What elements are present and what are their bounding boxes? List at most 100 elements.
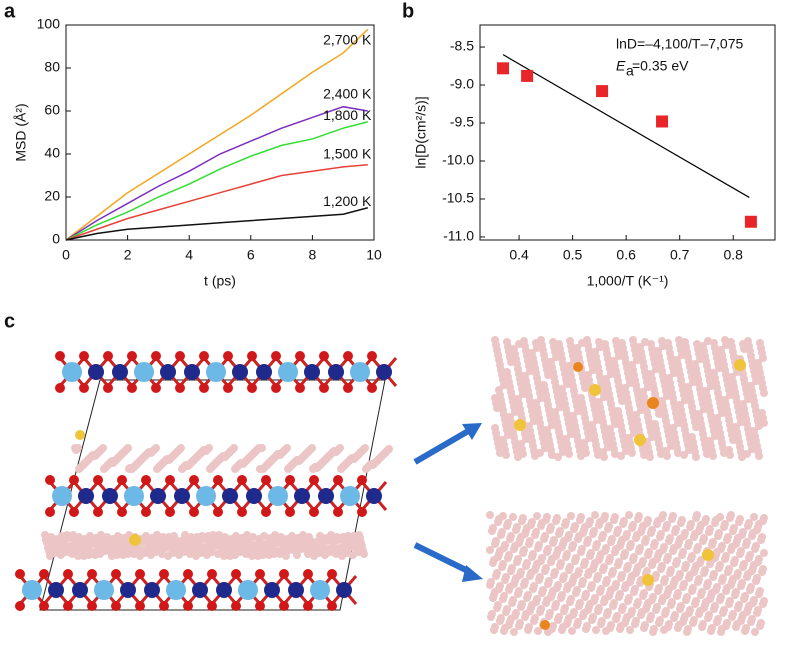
diffusion-trace: [580, 561, 588, 569]
diffusion-trace: [489, 559, 497, 567]
diffusion-trace: [692, 423, 700, 431]
diffusion-trace: [161, 541, 169, 549]
atom: [268, 486, 288, 506]
diffusion-trace: [665, 537, 673, 545]
oxygen-atom: [213, 507, 223, 517]
diffusion-trace: [582, 625, 590, 633]
diffusion-trace: [689, 378, 697, 386]
diffusion-trace: [511, 408, 519, 416]
diffusion-trace: [548, 625, 556, 633]
diffusion-trace: [668, 515, 676, 523]
atom: [124, 486, 144, 506]
diffusion-trace: [755, 452, 763, 460]
diffusion-trace: [733, 572, 741, 580]
diffusion-trace: [150, 542, 158, 550]
diffusion-trace: [595, 521, 603, 529]
diffusion-trace: [568, 544, 576, 552]
diffusion-trace: [603, 611, 611, 619]
diffusion-trace: [589, 366, 597, 374]
diffusion-trace: [674, 541, 682, 549]
diffusion-trace: [634, 515, 642, 523]
diffusion-trace: [614, 561, 622, 569]
diffusion-trace: [738, 531, 746, 539]
diffusion-trace: [202, 447, 210, 455]
diffusion-trace: [574, 407, 582, 415]
diffusion-trace: [510, 580, 518, 588]
diffusion-trace: [165, 456, 173, 464]
diffusion-trace: [629, 556, 637, 564]
x-tick-label: 2: [124, 247, 132, 263]
diffusion-trace: [746, 586, 754, 594]
diffusion-trace: [526, 607, 534, 615]
diffusion-trace: [748, 567, 756, 575]
oxygen-atom: [103, 351, 113, 361]
diffusion-trace: [527, 521, 535, 529]
diffusion-trace: [596, 343, 604, 351]
diffusion-trace: [111, 543, 119, 551]
diffusion-trace: [759, 354, 767, 362]
diffusion-trace: [695, 610, 703, 618]
diffusion-trace: [738, 453, 746, 461]
diffusion-trace: [192, 552, 200, 560]
oxygen-atom: [271, 351, 281, 361]
atom: [376, 364, 392, 380]
diffusion-trace: [59, 537, 67, 545]
x-tick-label: 8: [309, 247, 317, 263]
ion: [589, 384, 601, 396]
oxygen-atom: [55, 351, 65, 361]
panel-label: a: [4, 0, 16, 22]
diffusion-trace: [635, 547, 643, 555]
atom: [238, 580, 258, 600]
diffusion-trace: [624, 597, 632, 605]
diffusion-trace: [698, 623, 706, 631]
diffusion-trace: [729, 436, 737, 444]
diffusion-trace: [322, 534, 330, 542]
diffusion-trace: [606, 624, 614, 632]
plot-frame: [65, 24, 375, 241]
diffusion-trace: [563, 585, 571, 593]
diffusion-trace: [562, 553, 570, 561]
diffusion-trace: [752, 377, 760, 385]
arrow: [413, 542, 472, 575]
oxygen-atom: [15, 601, 25, 611]
diffusion-trace: [257, 543, 265, 551]
diffusion-trace: [567, 512, 575, 520]
diffusion-trace: [332, 448, 340, 456]
diffusion-trace: [741, 627, 749, 635]
diffusion-trace: [359, 547, 367, 555]
atom: [216, 582, 232, 598]
diffusion-trace: [255, 535, 263, 543]
diffusion-trace: [609, 602, 617, 610]
diffusion-trace: [657, 450, 665, 458]
diffusion-trace: [740, 345, 748, 353]
oxygen-atom: [165, 507, 175, 517]
diffusion-trace: [716, 596, 724, 604]
diffusion-trace: [705, 528, 713, 536]
oxygen-atom: [231, 601, 241, 611]
oxygen-atom: [175, 351, 185, 361]
diffusion-trace: [654, 587, 662, 595]
diffusion-trace: [525, 540, 533, 548]
atom: [102, 488, 118, 504]
diffusion-trace: [653, 520, 661, 528]
diffusion-trace: [757, 536, 765, 544]
atom: [294, 488, 310, 504]
diffusion-trace: [684, 542, 692, 550]
diffusion-trace: [585, 520, 593, 528]
diffusion-trace: [568, 627, 576, 635]
diffusion-trace: [510, 545, 518, 553]
diffusion-trace: [679, 583, 687, 591]
oxygen-atom: [127, 383, 137, 393]
diffusion-trace: [542, 599, 550, 607]
oxygen-atom: [135, 569, 145, 579]
diffusion-trace: [565, 566, 573, 574]
data-point: [497, 62, 510, 75]
diffusion-trace: [91, 452, 99, 460]
oxygen-atom: [303, 601, 313, 611]
diffusion-trace: [508, 599, 516, 607]
diffusion-trace: [751, 545, 759, 553]
oxygen-atom: [199, 351, 209, 361]
diffusion-trace: [235, 545, 243, 553]
diffusion-trace: [578, 339, 586, 347]
oxygen-atom: [223, 383, 233, 393]
